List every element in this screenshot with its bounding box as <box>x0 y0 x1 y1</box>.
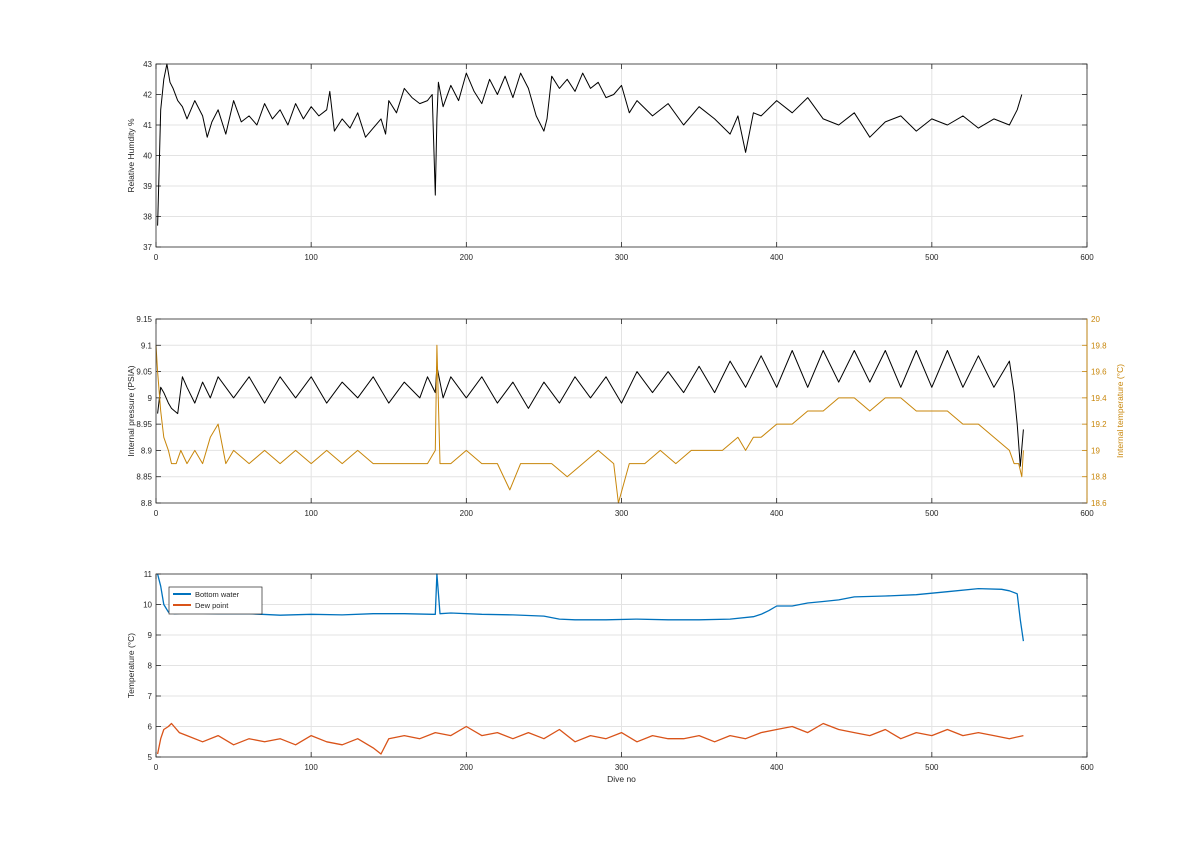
y-tick-label: 8 <box>148 662 153 671</box>
y-tick-label: 5 <box>148 753 153 762</box>
series-line-1 <box>157 63 1023 226</box>
chart-1: 0 100 200 300 400 500 600 37 38 39 40 41 42 43 Relativ… <box>126 60 1094 262</box>
y-tick-label: 43 <box>143 60 152 69</box>
x-tick-label: 200 <box>460 763 474 772</box>
x-tick-label: 200 <box>460 509 474 518</box>
x-tick-label: 300 <box>615 763 629 772</box>
series-line-1 <box>157 350 1024 467</box>
y-tick-label: 7 <box>148 692 153 701</box>
y-tick-label: 8.95 <box>136 420 152 429</box>
x-tick-label: 400 <box>770 763 784 772</box>
y-tick-label: 9.1 <box>141 341 153 350</box>
x-tick-label: 100 <box>304 509 318 518</box>
y-tick-label: 39 <box>143 182 152 191</box>
x-tick-label: 400 <box>770 509 784 518</box>
chart-2: 0 100 200 300 400 500 600 8.8 8.85 8.9 8.95 9 9.05 9.… <box>126 315 1125 518</box>
y-axis-label: Relative Humdity % <box>126 118 136 193</box>
x-tick-label: 600 <box>1080 763 1094 772</box>
legend: Bottom water Dew point <box>168 586 263 615</box>
y-tick-label: 8.85 <box>136 473 152 482</box>
axes-box <box>155 573 1088 758</box>
x-tick-label: 100 <box>304 763 318 772</box>
y-tick-label: 9.15 <box>136 315 152 324</box>
series-line-2 <box>155 344 1024 504</box>
x-tick-label: 500 <box>925 253 939 262</box>
y-tick-label: 11 <box>144 570 153 579</box>
y-tick-label: 8.8 <box>141 499 153 508</box>
y-tick-label: 37 <box>143 243 152 252</box>
x-tick-label: 500 <box>925 509 939 518</box>
y-tick-label: 40 <box>143 152 152 161</box>
x-tick-label: 200 <box>460 253 474 262</box>
y-tick-label: 42 <box>143 91 152 100</box>
x-tick-label: 100 <box>304 253 318 262</box>
y-axis-label: Internal pressure (PSIA) <box>126 365 136 456</box>
series-line-2 <box>156 722 1024 755</box>
x-tick-label: 600 <box>1080 253 1094 262</box>
legend-label: Bottom water <box>195 590 240 599</box>
y-tick-label: 9 <box>148 631 153 640</box>
y2-tick-label: 19.2 <box>1091 420 1107 429</box>
y2-axis-label: Internal temperature (°C) <box>1115 364 1125 458</box>
chart-3: 0 100 200 300 400 500 600 5 6 7 8 9 10 11 Temperature … <box>126 570 1094 784</box>
y2-tick-label: 19.4 <box>1091 394 1107 403</box>
y2-tick-label: 19 <box>1091 446 1100 455</box>
y-tick-label: 6 <box>148 723 153 732</box>
x-tick-label: 500 <box>925 763 939 772</box>
legend-label: Dew point <box>195 601 229 610</box>
legend-box <box>168 586 263 615</box>
x-tick-label: 0 <box>154 509 159 518</box>
y-axis-label: Temperature (°C) <box>126 633 136 698</box>
x-tick-label: 300 <box>615 509 629 518</box>
y2-tick-label: 18.8 <box>1091 473 1107 482</box>
y-tick-label: 9 <box>148 394 153 403</box>
x-axis-label: Dive no <box>607 774 636 784</box>
y-tick-label: 41 <box>143 121 152 130</box>
x-tick-label: 400 <box>770 253 784 262</box>
axes-box <box>155 63 1088 248</box>
y-tick-label: 38 <box>143 213 152 222</box>
y-tick-label: 9.05 <box>136 368 152 377</box>
x-tick-label: 0 <box>154 253 159 262</box>
x-tick-label: 0 <box>154 763 159 772</box>
y2-tick-label: 18.6 <box>1091 499 1107 508</box>
y-tick-label: 8.9 <box>141 446 153 455</box>
y-tick-label: 10 <box>143 601 152 610</box>
y2-tick-label: 19.6 <box>1091 368 1107 377</box>
x-tick-label: 600 <box>1080 509 1094 518</box>
series-line-1 <box>156 573 1025 642</box>
y2-tick-label: 20 <box>1091 315 1100 324</box>
x-tick-label: 300 <box>615 253 629 262</box>
y2-tick-label: 19.8 <box>1091 341 1107 350</box>
